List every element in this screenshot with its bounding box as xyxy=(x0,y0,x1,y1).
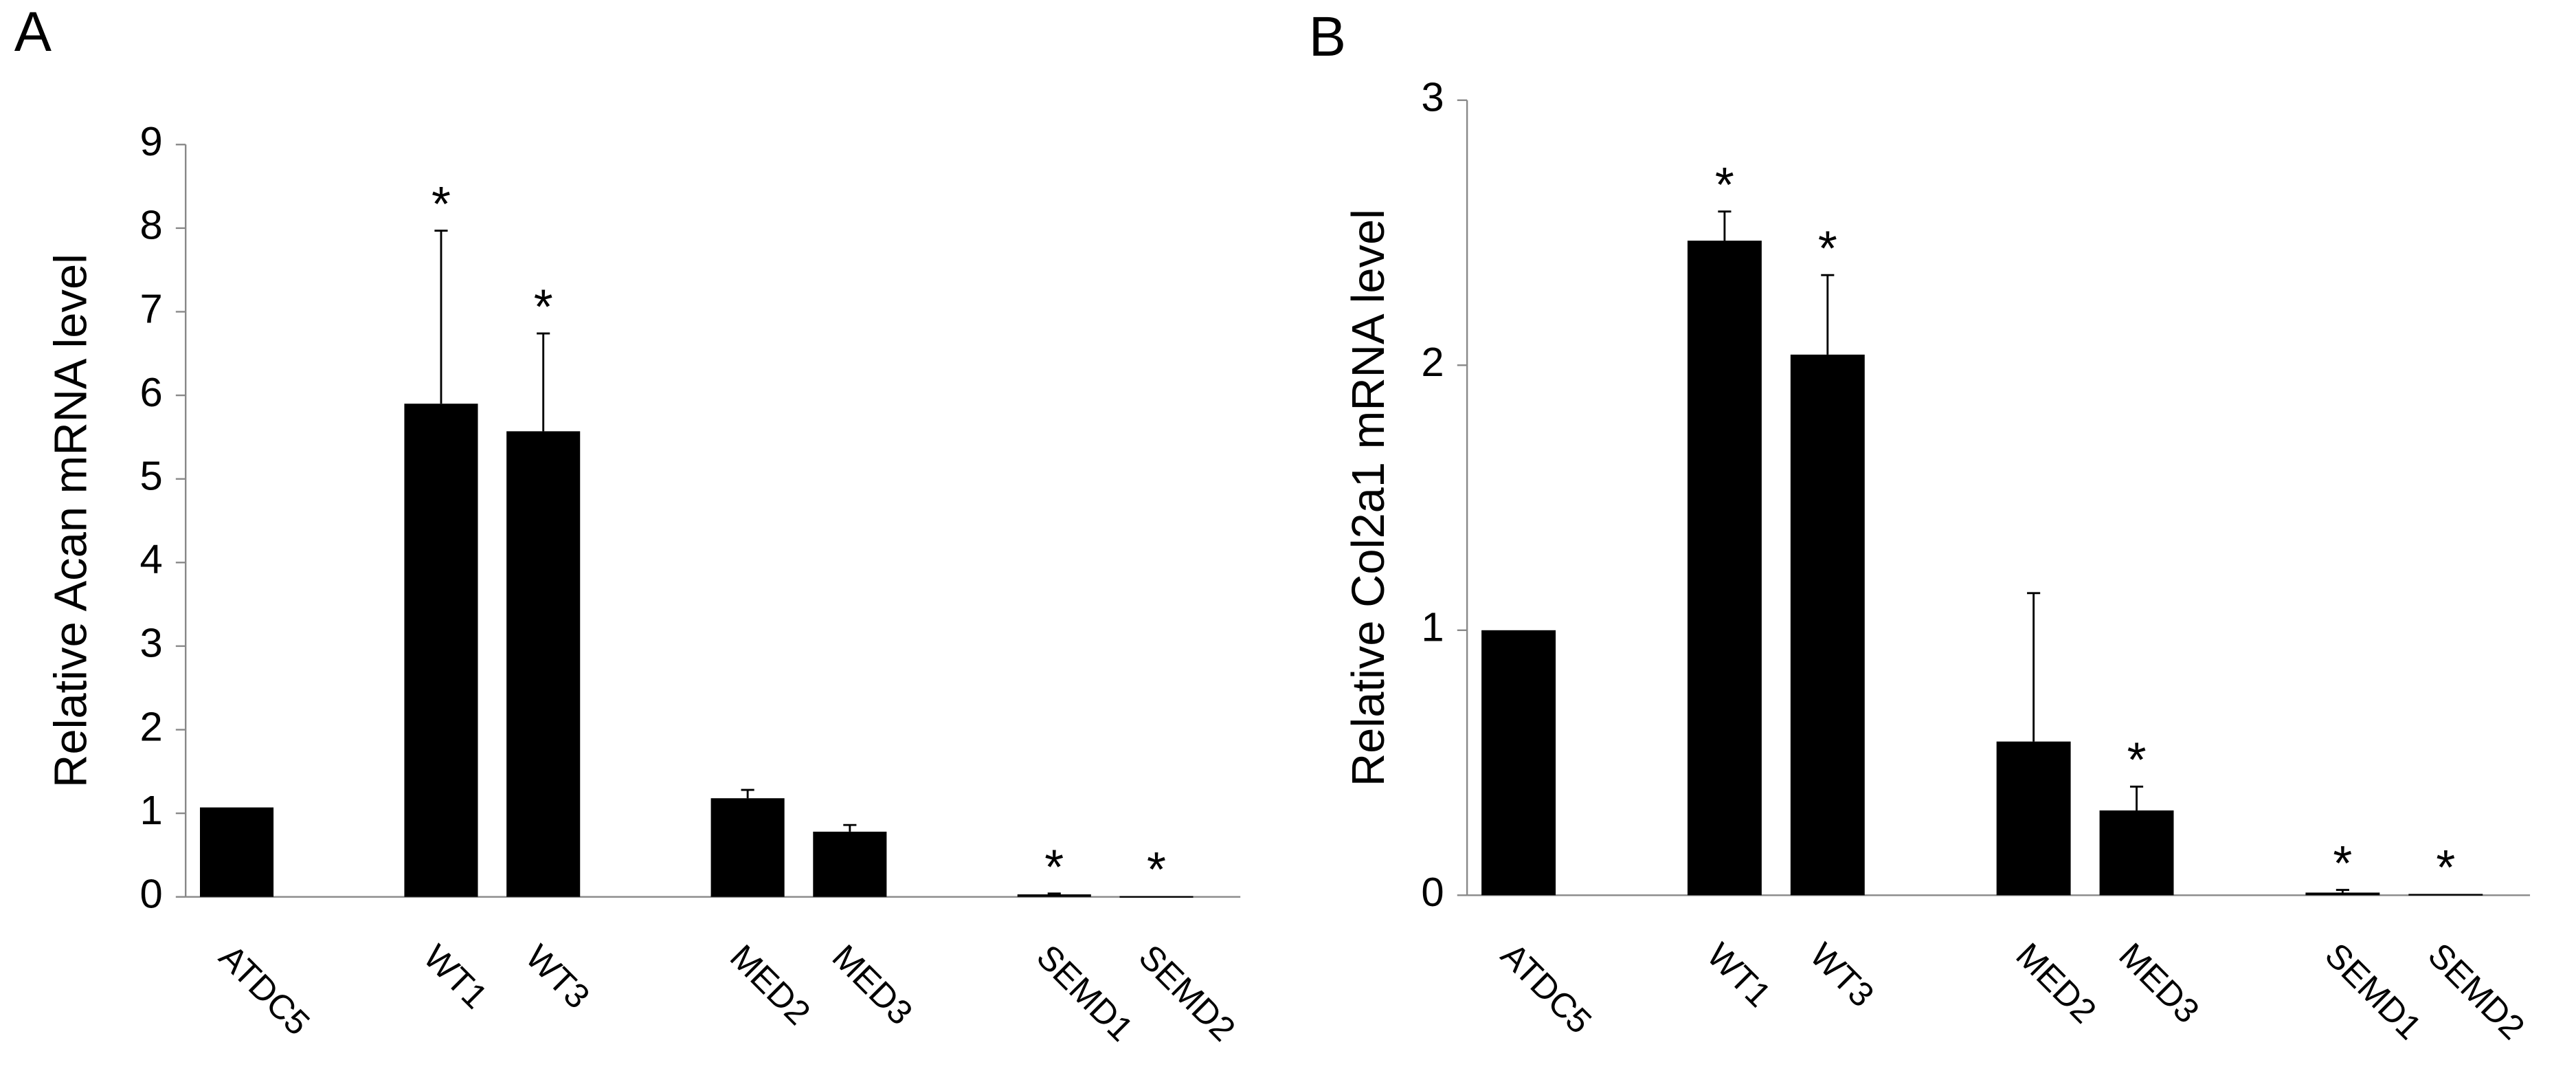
x-tick-label: ATDC5 xyxy=(212,938,317,1043)
bar xyxy=(2408,894,2483,896)
y-axis-title: Relative Acan mRNA level xyxy=(45,254,96,788)
significance-mark: * xyxy=(2436,840,2455,895)
significance-mark: * xyxy=(1818,221,1837,276)
y-tick-label: 2 xyxy=(139,703,162,749)
y-tick-label: 3 xyxy=(1421,74,1444,120)
significance-mark: * xyxy=(2333,836,2352,891)
significance-mark: * xyxy=(1044,839,1064,894)
y-tick-label: 0 xyxy=(1421,869,1444,915)
error-bar xyxy=(741,788,754,799)
x-tick-label: WT1 xyxy=(1700,936,1779,1014)
panel-label: A xyxy=(14,1,52,63)
bar xyxy=(506,431,581,897)
bar xyxy=(199,807,274,897)
error-bar xyxy=(1821,274,1835,355)
x-tick-label: SEMD2 xyxy=(2421,936,2532,1047)
y-axis-title: Relative Col2a1 mRNA level xyxy=(1343,209,1394,786)
bar xyxy=(1017,894,1091,897)
bar xyxy=(2305,892,2380,896)
x-tick-label: MED2 xyxy=(723,938,818,1033)
y-tick-label: 7 xyxy=(139,285,162,331)
error-bar xyxy=(1718,210,1732,241)
panel-label: B xyxy=(1309,5,1346,68)
bar xyxy=(1790,354,1865,896)
significance-mark: * xyxy=(534,280,553,335)
x-tick-label: SEMD1 xyxy=(2318,936,2429,1047)
x-tick-label: WT1 xyxy=(416,938,495,1016)
y-tick-label: 3 xyxy=(139,620,162,666)
error-bar xyxy=(2129,785,2144,810)
x-tick-label: MED3 xyxy=(2112,936,2206,1030)
x-tick-label: SEMD1 xyxy=(1029,938,1141,1049)
y-tick-label: 2 xyxy=(1421,339,1444,385)
x-tick-label: SEMD2 xyxy=(1132,938,1243,1049)
significance-mark: * xyxy=(1715,157,1734,212)
x-tick-label: ATDC5 xyxy=(1494,936,1599,1041)
y-tick-label: 0 xyxy=(139,870,162,916)
bar xyxy=(1481,630,1556,896)
bar xyxy=(404,404,478,897)
x-tick-label: WT3 xyxy=(1803,936,1882,1014)
bar xyxy=(813,831,887,897)
x-tick-label: WT3 xyxy=(518,938,597,1016)
x-tick-label: MED3 xyxy=(825,938,920,1033)
bar xyxy=(1119,896,1194,898)
significance-mark: * xyxy=(1147,842,1166,897)
error-bar xyxy=(2336,889,2349,893)
y-tick-label: 5 xyxy=(139,452,162,498)
y-tick-label: 8 xyxy=(139,202,162,248)
bar xyxy=(2099,810,2174,896)
y-tick-label: 6 xyxy=(139,369,162,415)
significance-mark: * xyxy=(2127,733,2147,788)
bar xyxy=(1687,241,1762,896)
significance-mark: * xyxy=(432,177,451,232)
y-tick-label: 4 xyxy=(139,536,162,582)
error-bar xyxy=(2027,592,2041,742)
error-bar xyxy=(843,824,857,832)
error-bar xyxy=(537,332,550,432)
y-tick-label: 9 xyxy=(139,118,162,164)
y-tick-label: 1 xyxy=(1421,604,1444,650)
y-tick-label: 1 xyxy=(139,787,162,833)
bar xyxy=(710,798,785,897)
bar xyxy=(1996,741,2071,896)
x-tick-label: MED2 xyxy=(2008,936,2103,1030)
error-bar xyxy=(434,230,448,404)
